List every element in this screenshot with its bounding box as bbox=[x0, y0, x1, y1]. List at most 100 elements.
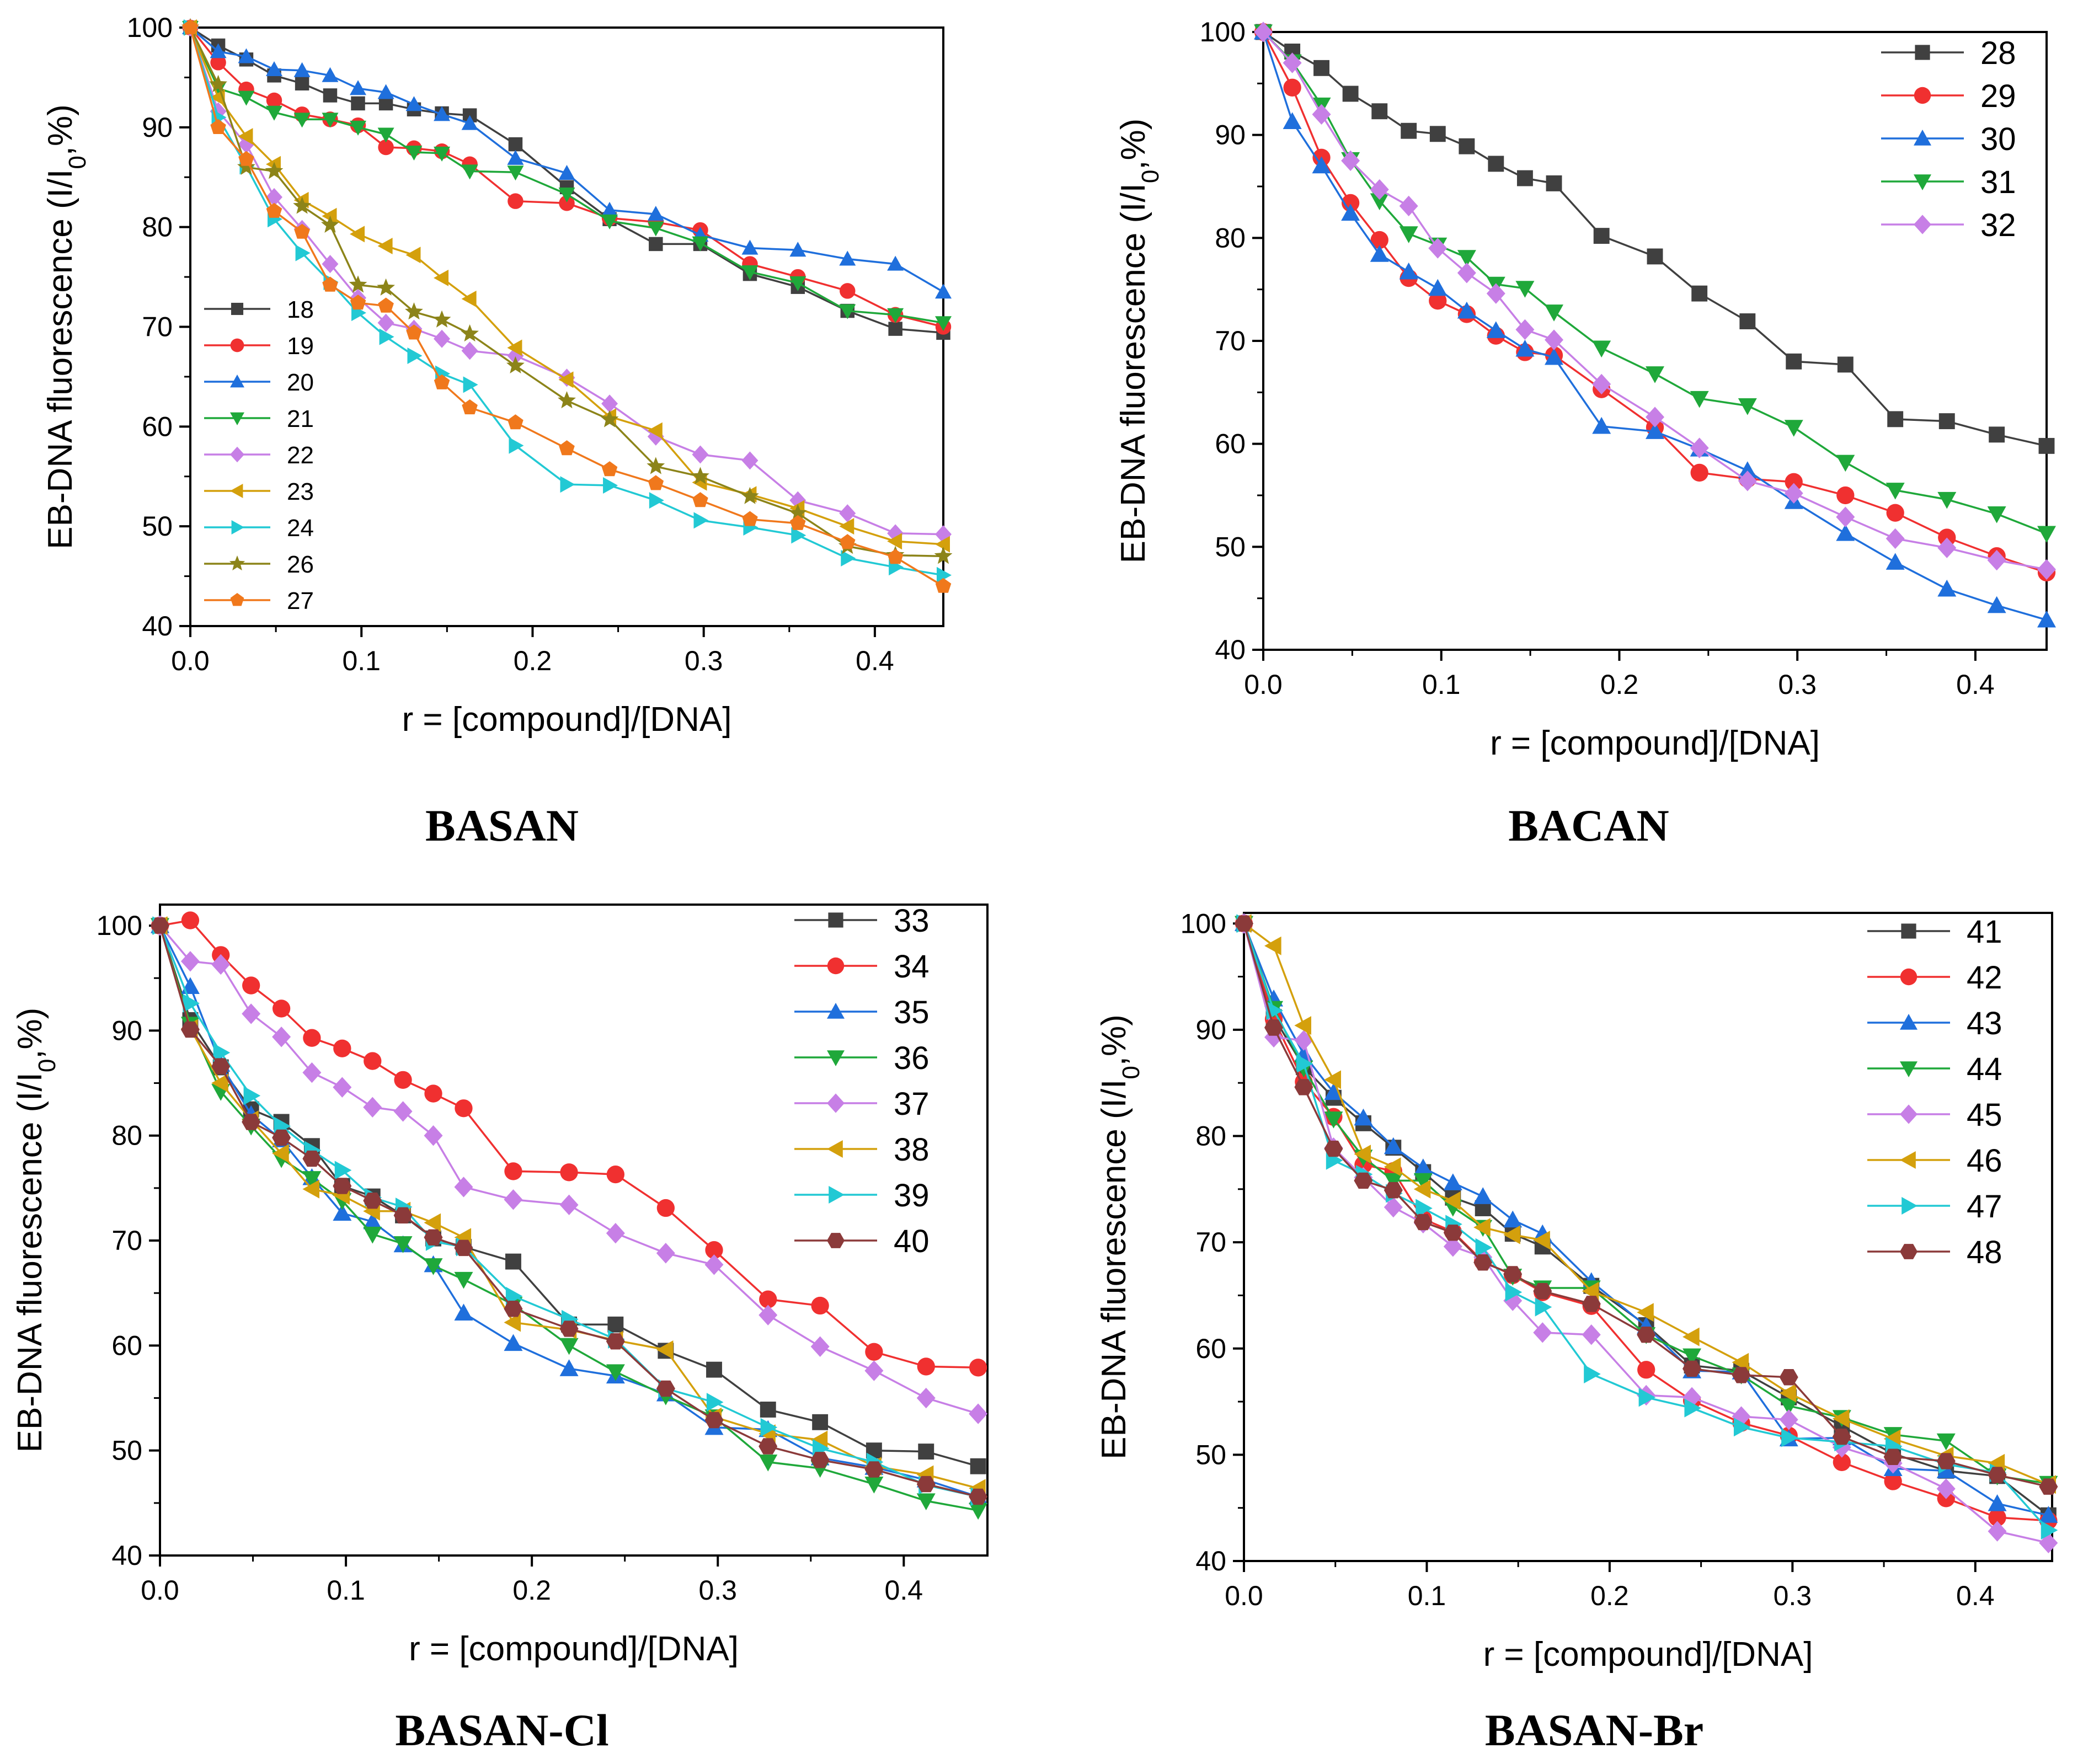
data-point-26 bbox=[506, 356, 525, 373]
y-axis-title: EB-DNA fluorescence (I/I0,%) bbox=[11, 1008, 61, 1453]
data-point-30 bbox=[1486, 321, 1505, 338]
data-point-20 bbox=[935, 284, 952, 299]
data-point-32 bbox=[1283, 52, 1302, 73]
data-point-40 bbox=[454, 1239, 473, 1257]
data-point-42 bbox=[1833, 1453, 1851, 1472]
data-point-33 bbox=[607, 1316, 624, 1333]
y-axis-title-main: EB-DNA fluorescence (I/I bbox=[1095, 1079, 1133, 1460]
data-point-40 bbox=[424, 1229, 443, 1246]
data-point-36 bbox=[424, 1258, 443, 1275]
x-tick-label: 0.2 bbox=[512, 1575, 551, 1606]
data-point-27 bbox=[238, 151, 254, 166]
series-18 bbox=[183, 20, 950, 340]
data-point-21 bbox=[558, 187, 575, 202]
data-point-29 bbox=[1886, 504, 1904, 522]
x-tick-label: 0.1 bbox=[1422, 669, 1461, 700]
legend-label-38: 38 bbox=[894, 1132, 930, 1168]
data-point-40 bbox=[504, 1301, 523, 1317]
data-point-47 bbox=[2041, 1521, 2058, 1540]
legend-marker-35 bbox=[827, 1003, 845, 1019]
data-point-28 bbox=[1546, 175, 1562, 191]
y-tick-label: 100 bbox=[127, 12, 173, 43]
data-point-26 bbox=[741, 487, 759, 504]
data-point-45 bbox=[1988, 1521, 2007, 1542]
data-point-37 bbox=[333, 1077, 352, 1098]
data-point-20 bbox=[887, 255, 904, 271]
legend-marker-22 bbox=[230, 446, 244, 463]
legend-label-18: 18 bbox=[287, 296, 314, 323]
data-point-33 bbox=[505, 1253, 521, 1270]
data-point-27 bbox=[692, 492, 708, 507]
data-point-18 bbox=[351, 96, 365, 111]
data-point-20 bbox=[434, 106, 451, 121]
data-point-47 bbox=[1505, 1282, 1523, 1302]
legend-marker-27 bbox=[230, 593, 244, 606]
x-tick-label: 0.4 bbox=[1956, 1580, 1995, 1611]
data-point-37 bbox=[656, 1243, 675, 1264]
legend-label-31: 31 bbox=[1980, 164, 2016, 200]
legend-marker-28 bbox=[1915, 45, 1930, 60]
data-point-28 bbox=[1989, 426, 2005, 443]
data-point-45 bbox=[1264, 1027, 1284, 1048]
data-point-24 bbox=[407, 347, 423, 364]
data-point-20 bbox=[601, 201, 618, 217]
data-point-32 bbox=[1738, 471, 1757, 491]
data-point-28 bbox=[1739, 313, 1756, 329]
data-point-48 bbox=[1354, 1172, 1373, 1189]
data-point-37 bbox=[363, 1097, 382, 1118]
data-point-31 bbox=[1738, 398, 1757, 415]
data-point-26 bbox=[432, 310, 451, 328]
data-point-47 bbox=[1684, 1398, 1702, 1418]
data-point-46 bbox=[1413, 1179, 1431, 1199]
legend-marker-39 bbox=[829, 1186, 845, 1204]
data-point-21 bbox=[692, 236, 709, 252]
data-point-26 bbox=[321, 215, 339, 233]
panel-caption-bacan: BACAN bbox=[1508, 800, 1669, 851]
data-point-40 bbox=[969, 1488, 988, 1505]
data-point-48 bbox=[1294, 1079, 1313, 1095]
data-point-28 bbox=[1786, 353, 1802, 370]
data-point-21 bbox=[647, 221, 664, 237]
data-point-46 bbox=[1354, 1145, 1371, 1164]
data-point-19 bbox=[559, 195, 575, 211]
data-point-31 bbox=[1370, 193, 1389, 211]
data-point-38 bbox=[272, 1144, 289, 1163]
data-point-24 bbox=[841, 550, 856, 567]
x-tick-label: 0.1 bbox=[327, 1575, 365, 1606]
data-point-31 bbox=[1646, 366, 1664, 383]
data-point-33 bbox=[812, 1414, 829, 1430]
data-point-36 bbox=[606, 1364, 625, 1381]
data-point-21 bbox=[377, 127, 394, 143]
data-point-18 bbox=[508, 137, 523, 152]
chart-panel-1: 0.0 0.1 0.2 0.3 0.4 40 50 60 70 80 90 100 r = [compo… bbox=[1114, 17, 2056, 762]
legend-marker-26 bbox=[229, 555, 245, 571]
data-point-33 bbox=[760, 1402, 776, 1418]
legend-label-48: 48 bbox=[1967, 1234, 2002, 1270]
data-point-48 bbox=[1264, 1019, 1283, 1036]
legend-label-34: 34 bbox=[894, 949, 930, 985]
y-tick-label: 40 bbox=[142, 611, 173, 642]
data-point-26 bbox=[691, 467, 709, 484]
data-point-31 bbox=[1836, 455, 1855, 472]
data-point-37 bbox=[454, 1177, 473, 1198]
data-point-26 bbox=[600, 410, 619, 427]
data-point-46 bbox=[1637, 1303, 1654, 1322]
data-point-40 bbox=[333, 1178, 352, 1194]
data-point-23 bbox=[238, 128, 253, 145]
data-point-23 bbox=[935, 536, 950, 553]
data-point-37 bbox=[242, 1003, 261, 1024]
data-point-34 bbox=[811, 1296, 829, 1315]
legend-label-35: 35 bbox=[894, 995, 930, 1030]
series-41 bbox=[1236, 915, 2057, 1524]
data-point-27 bbox=[322, 276, 338, 292]
data-point-23 bbox=[558, 371, 574, 388]
data-point-44 bbox=[1936, 1433, 1956, 1451]
data-point-40 bbox=[180, 1021, 200, 1038]
y-tick-label: 100 bbox=[1181, 908, 1226, 939]
data-point-26 bbox=[237, 157, 255, 175]
y-tick-label: 50 bbox=[1195, 1439, 1226, 1470]
data-point-48 bbox=[1324, 1140, 1343, 1157]
data-point-27 bbox=[350, 295, 366, 310]
data-point-44 bbox=[1384, 1173, 1403, 1190]
legend-marker-40 bbox=[827, 1233, 845, 1248]
